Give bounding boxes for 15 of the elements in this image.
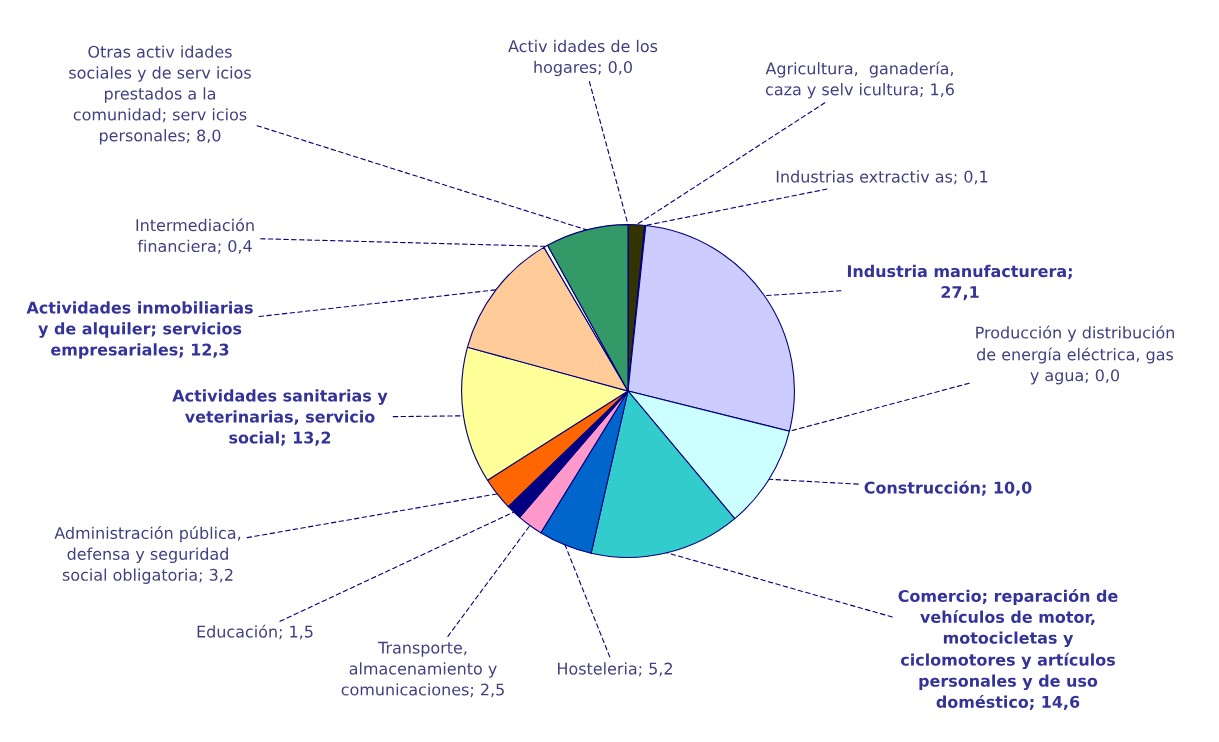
slice-label: Agricultura, ganadería, caza y selv icultura; 1,6 bbox=[765, 61, 954, 99]
slice-label: Hosteleria; 5,2 bbox=[558, 662, 672, 677]
slice-label: Actividades inmobiliarias y de alquiler; servicios empresariales; 12,3 bbox=[26, 301, 253, 359]
slice-label: Industrias extractiv as; 0,1 bbox=[776, 170, 988, 185]
slice-label: Transporte, almacenamiento y comunicaciones; 2,5 bbox=[341, 641, 504, 698]
category-label: Producción y distribución de energía eléctrica, gas y agua; 0,0 bbox=[976, 325, 1174, 385]
slice-label: Industria manufacturera; 27,1 bbox=[847, 264, 1072, 301]
slice-label: Administración pública, defensa y seguridad social obligatoria; 3,2 bbox=[54, 526, 241, 584]
category-label: Activ idades de los hogares; 0,0 bbox=[508, 39, 658, 77]
slice-label: Otras activ idades sociales y de serv icios prestados a la comunidad; serv icios personales; 8,0 bbox=[69, 45, 251, 145]
slice-label: Educación; 1,5 bbox=[197, 624, 313, 640]
slice-label: Intermediación financiera; 0,4 bbox=[136, 218, 254, 254]
slice-label: Comercio; reparación de vehículos de motor, motocicletas y ciclomotores y artículos personales y de uso doméstico; 14,6 bbox=[898, 589, 1118, 710]
slice-label: Construcción; 10,0 bbox=[864, 480, 1032, 496]
slice-label: Actividades sanitarias y veterinarias, servicio social; 13,2 bbox=[172, 389, 388, 446]
